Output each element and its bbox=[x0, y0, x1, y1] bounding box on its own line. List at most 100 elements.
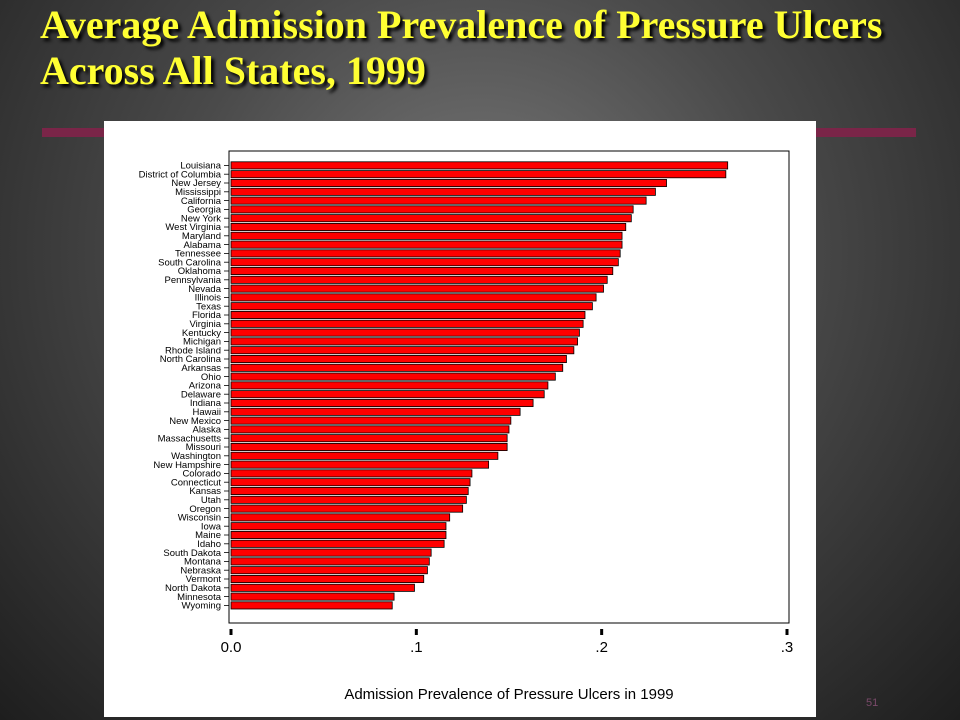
bars-group bbox=[230, 161, 729, 610]
category-label: Montana bbox=[184, 557, 222, 568]
bar-new-hampshire bbox=[230, 460, 490, 469]
bar-hawaii bbox=[230, 407, 521, 416]
category-label: Louisiana bbox=[180, 161, 221, 172]
page-number: 51 bbox=[866, 697, 879, 709]
bar-south-carolina bbox=[230, 258, 619, 267]
category-label: Rhode Island bbox=[165, 345, 221, 356]
bar-nevada bbox=[230, 284, 604, 293]
category-label: Utah bbox=[201, 495, 221, 506]
bar-vermont bbox=[230, 574, 425, 583]
bar-idaho bbox=[230, 539, 445, 548]
category-label: California bbox=[181, 196, 222, 207]
bar-minnesota bbox=[230, 592, 395, 601]
category-label: Michigan bbox=[183, 337, 221, 348]
bar-virginia bbox=[230, 319, 584, 328]
bar-new-york bbox=[230, 214, 632, 223]
category-label: Texas bbox=[196, 301, 221, 312]
category-label: Maryland bbox=[182, 231, 221, 242]
bar-north-dakota bbox=[230, 583, 415, 592]
bar-louisiana bbox=[230, 161, 729, 170]
category-label: Iowa bbox=[201, 521, 222, 532]
bar-utah bbox=[230, 495, 467, 504]
category-label: Arizona bbox=[189, 381, 222, 392]
bar-california bbox=[230, 196, 647, 205]
category-label: Kansas bbox=[189, 486, 221, 497]
category-label: Oklahoma bbox=[178, 266, 222, 277]
bar-michigan bbox=[230, 337, 578, 346]
category-label: Wisconsin bbox=[178, 513, 221, 524]
category-label: Georgia bbox=[187, 205, 222, 216]
category-label: Nebraska bbox=[180, 565, 221, 576]
category-label: South Carolina bbox=[158, 257, 222, 268]
bar-alabama bbox=[230, 240, 623, 249]
bar-north-carolina bbox=[230, 354, 567, 363]
chart-panel: Louisiana District of Columbia New Jersey M… bbox=[104, 121, 816, 717]
x-tick-label: 0.0 bbox=[221, 639, 242, 656]
bar-montana bbox=[230, 557, 430, 566]
bar-oregon bbox=[230, 504, 464, 513]
bar-indiana bbox=[230, 398, 534, 407]
category-label: Wyoming bbox=[181, 601, 221, 612]
bar-pennsylvania bbox=[230, 275, 608, 284]
bar-massachusetts bbox=[230, 434, 508, 443]
bar-new-jersey bbox=[230, 179, 667, 188]
category-label: Kentucky bbox=[182, 328, 221, 339]
category-label: North Carolina bbox=[160, 354, 222, 365]
category-label: New Jersey bbox=[171, 178, 221, 189]
x-tick-label: .2 bbox=[595, 639, 608, 656]
title-accent-line-left bbox=[42, 128, 108, 137]
bar-district-of-columbia bbox=[230, 170, 727, 179]
category-label: Oregon bbox=[189, 504, 221, 515]
bar-mississippi bbox=[230, 187, 656, 196]
bar-tennessee bbox=[230, 249, 621, 258]
bar-illinois bbox=[230, 293, 597, 302]
bar-west-virginia bbox=[230, 223, 627, 232]
slide-title: Average Admission Prevalence of Pressure… bbox=[40, 2, 883, 93]
category-label: Virginia bbox=[189, 319, 221, 330]
title-accent-line-right bbox=[816, 128, 916, 137]
bar-delaware bbox=[230, 390, 545, 399]
category-label: Colorado bbox=[182, 469, 221, 480]
category-label: Maine bbox=[195, 530, 221, 541]
bar-maine bbox=[230, 530, 447, 539]
x-axis-title: Admission Prevalence of Pressure Ulcers … bbox=[344, 686, 673, 703]
bar-new-mexico bbox=[230, 416, 512, 425]
bar-kentucky bbox=[230, 328, 580, 337]
category-label: Ohio bbox=[201, 372, 221, 383]
category-label: Pennsylvania bbox=[164, 275, 221, 286]
bar-rhode-island bbox=[230, 346, 575, 355]
category-label: South Dakota bbox=[163, 548, 221, 559]
category-label: Arkansas bbox=[181, 363, 221, 374]
bar-wyoming bbox=[230, 601, 393, 610]
category-label: New Mexico bbox=[169, 416, 221, 427]
category-label: Delaware bbox=[181, 389, 221, 400]
category-label: Missouri bbox=[186, 442, 221, 453]
bar-connecticut bbox=[230, 478, 471, 487]
category-label: Vermont bbox=[186, 574, 222, 585]
category-label: Nevada bbox=[188, 284, 221, 295]
bar-missouri bbox=[230, 442, 508, 451]
category-label: New Hampshire bbox=[153, 460, 221, 471]
category-label: Alaska bbox=[192, 425, 221, 436]
category-label: Tennessee bbox=[175, 249, 221, 260]
bar-georgia bbox=[230, 205, 634, 214]
category-label: Minnesota bbox=[177, 592, 222, 603]
category-label: Mississippi bbox=[175, 187, 221, 198]
bar-wisconsin bbox=[230, 513, 451, 522]
bar-ohio bbox=[230, 372, 556, 381]
bar-texas bbox=[230, 302, 593, 311]
category-label: Alabama bbox=[184, 240, 222, 251]
bar-washington bbox=[230, 451, 499, 460]
category-label: Idaho bbox=[197, 539, 221, 550]
category-label: West Virginia bbox=[165, 222, 221, 233]
bar-oklahoma bbox=[230, 266, 614, 275]
bar-florida bbox=[230, 310, 586, 319]
category-label: Indiana bbox=[190, 398, 222, 409]
category-label: District of Columbia bbox=[139, 169, 222, 180]
category-label: Hawaii bbox=[192, 407, 221, 418]
category-label: Illinois bbox=[195, 293, 222, 304]
category-label: New York bbox=[181, 213, 221, 224]
bar-iowa bbox=[230, 522, 447, 531]
x-axis: 0.0 .1 .2 .3 bbox=[221, 629, 793, 656]
